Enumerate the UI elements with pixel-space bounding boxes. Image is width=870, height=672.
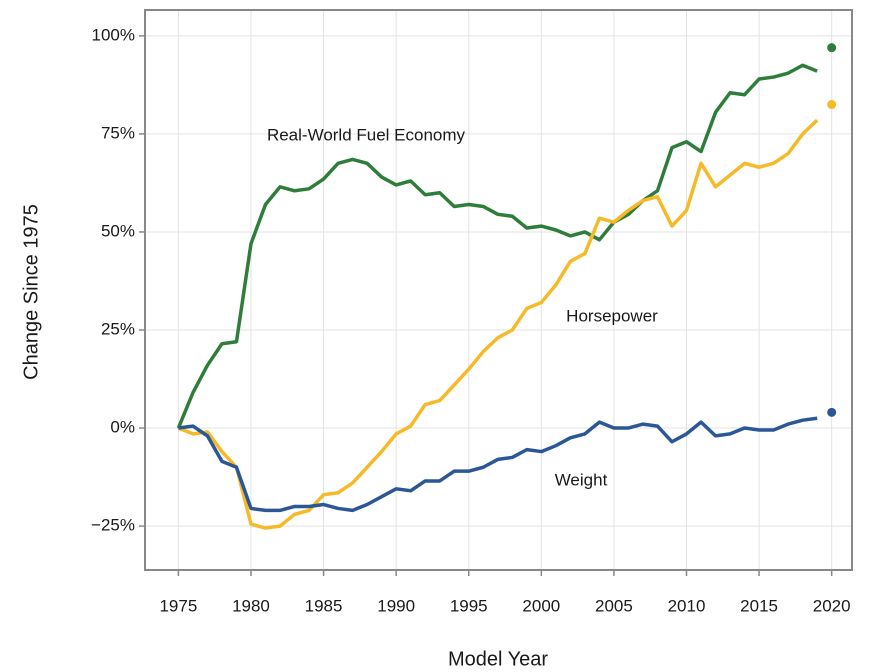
series-line [176,63,818,429]
x-axis-title: Model Year [448,648,548,670]
y-tick-label: 50% [101,221,135,240]
x-tick-label: 1995 [450,596,488,615]
x-tick-label: 1985 [305,596,343,615]
preliminary-point [827,100,837,110]
y-tick-label: 100% [92,25,135,44]
preliminary-point [827,43,837,53]
series-label: Real-World Fuel Economy [267,125,466,144]
series-label: Weight [555,470,608,489]
x-tick-label: 1975 [159,596,197,615]
x-tick-label: 2005 [595,596,633,615]
y-tick-label: 75% [101,123,135,142]
x-tick-label: 1980 [232,596,270,615]
series-label: Horsepower [566,306,658,325]
x-tick-label: 1990 [377,596,415,615]
y-tick-label: 25% [101,319,135,338]
y-axis-title: Change Since 1975 [20,204,42,380]
y-tick-label: 0% [110,418,135,437]
x-tick-label: 2000 [522,596,560,615]
x-tick-label: 2020 [813,596,851,615]
x-tick-label: 2010 [668,596,706,615]
y-tick-label: −25% [91,516,135,535]
series-line [178,416,818,513]
plot-background [145,10,852,570]
series-line [177,118,819,530]
plot-frame [144,9,853,571]
preliminary-point [827,407,837,417]
x-tick-label: 2015 [740,596,778,615]
